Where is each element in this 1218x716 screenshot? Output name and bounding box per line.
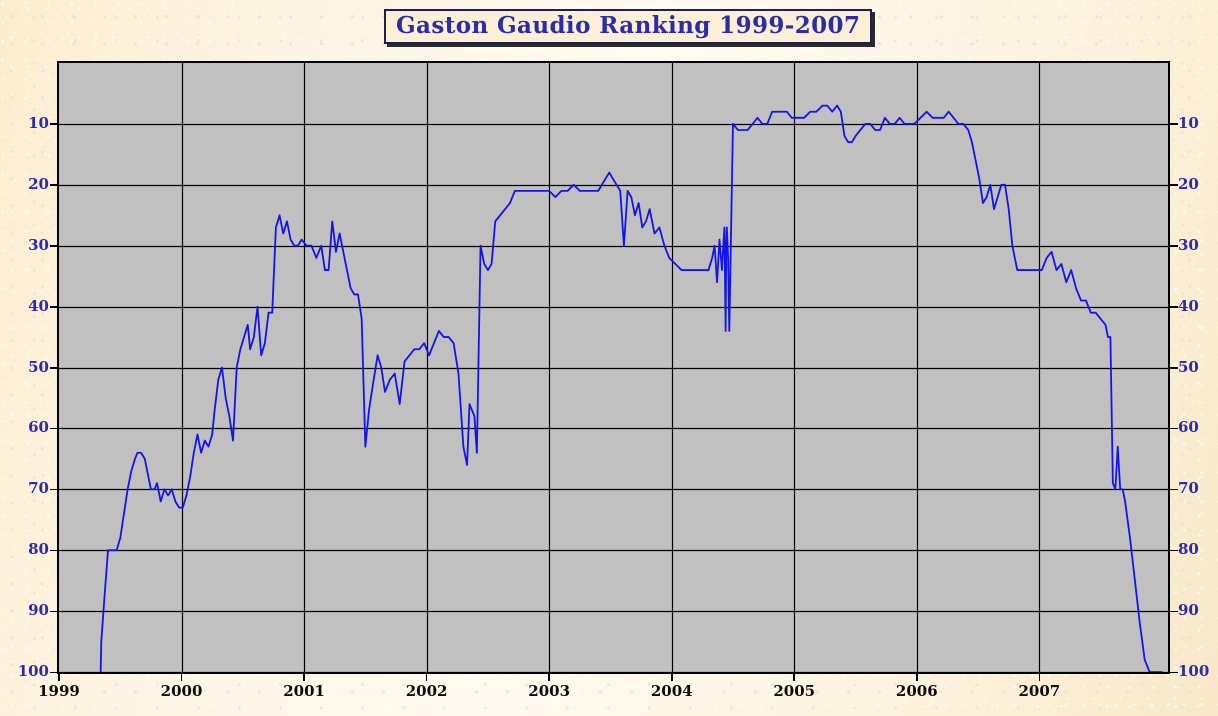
x-axis-tick-mark [303,674,305,681]
x-axis-tick-mark [915,674,918,681]
y-axis-tick-label-right: 40 [1178,296,1199,315]
ranking-line-chart [59,63,1168,672]
x-axis-tick-label: 2003 [528,682,571,700]
y-axis-tick-label-left: 10 [28,113,49,132]
y-axis-tick-mark-left [50,184,58,186]
y-axis-tick-label-left: 30 [28,235,49,254]
y-axis-tick-mark-left [50,306,58,308]
y-axis-tick-mark-left [50,427,58,430]
y-axis-tick-label-right: 70 [1178,479,1199,498]
x-axis-tick-mark [670,674,673,681]
y-axis-tick-label-right: 90 [1178,601,1199,620]
y-axis-tick-mark-right [1170,427,1178,430]
y-axis-tick-mark-left [50,488,58,491]
x-axis-tick-label: 2000 [160,682,203,700]
x-axis-tick-label: 2006 [895,682,938,700]
y-axis-tick-mark-right [1170,245,1178,247]
y-axis-tick-label-right: 80 [1178,540,1199,559]
x-axis-tick-mark [1038,674,1041,681]
x-axis-tick-mark [180,674,183,681]
y-axis-tick-mark-right [1170,549,1178,552]
y-axis-tick-label-right: 30 [1178,235,1199,254]
x-axis-tick-label: 2005 [773,682,816,700]
y-axis-tick-mark-left [50,123,58,125]
x-axis-tick-label: 2002 [405,682,448,700]
y-axis-tick-mark-right [1170,306,1178,308]
y-axis-tick-mark-right [1170,488,1178,491]
y-axis-tick-mark-left [50,245,58,247]
y-axis-tick-mark-right [1170,123,1178,125]
y-axis-tick-mark-left [50,610,58,613]
y-axis-tick-label-right: 20 [1178,174,1199,193]
y-axis-tick-mark-right [1170,610,1178,613]
y-axis-tick-mark-right [1170,184,1178,186]
y-axis-tick-label-right: 60 [1178,418,1199,437]
x-axis-tick-label: 2007 [1018,682,1061,700]
y-axis-tick-label-left: 50 [28,357,49,376]
chart-plot-area [57,61,1170,674]
y-axis-tick-label-right: 10 [1178,113,1199,132]
y-axis-tick-label-left: 100 [17,662,49,680]
y-axis-tick-label-left: 90 [28,601,49,620]
y-axis-tick-mark-left [50,367,58,369]
x-axis-tick-mark [548,674,550,681]
x-axis-tick-label: 1999 [38,682,80,700]
y-axis-tick-mark-right [1170,367,1178,369]
y-axis-tick-mark-left [50,671,58,674]
y-axis-tick-label-right: 50 [1178,357,1199,376]
y-axis-tick-label-left: 70 [28,479,49,498]
data-series-line-0 [99,104,1163,672]
y-axis-tick-label-left: 80 [28,540,49,559]
y-axis-tick-label-left: 20 [28,174,49,193]
x-axis-tick-mark [425,674,428,681]
x-axis-tick-label: 2001 [283,682,325,700]
chart-title-box: Gaston Gaudio Ranking 1999-2007 [384,9,873,44]
x-axis-tick-mark [58,674,60,681]
y-axis-tick-label-left: 60 [28,418,49,437]
y-axis-tick-mark-right [1170,671,1178,674]
page-title: Gaston Gaudio Ranking 1999-2007 [396,12,861,39]
x-axis-tick-mark [793,674,796,681]
y-axis-tick-label-left: 40 [28,296,49,315]
x-axis-tick-label: 2004 [650,682,693,700]
y-axis-tick-label-right: 100 [1178,662,1210,680]
y-axis-tick-mark-left [50,549,58,552]
gridlines [59,63,1168,672]
